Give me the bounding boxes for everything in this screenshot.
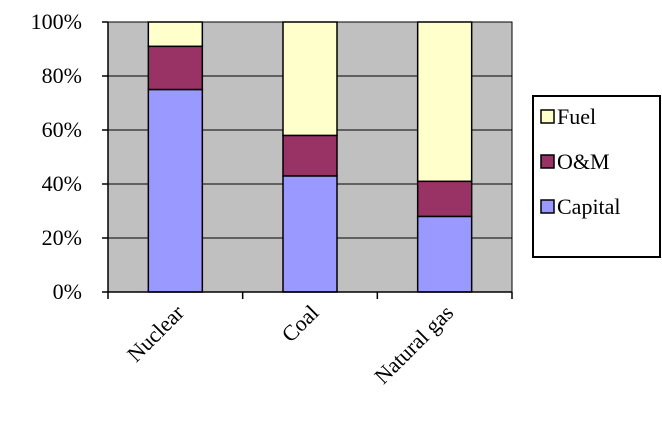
- legend-label-fuel: Fuel: [557, 104, 596, 129]
- legend: Fuel O&M Capital: [532, 95, 661, 258]
- x-tick-label: Nuclear: [122, 299, 189, 366]
- y-tick-label: 100%: [31, 9, 82, 34]
- bar-segment-o-m-coal: [282, 134, 338, 177]
- x-tick-labels: Nuclear Coal Natural gas: [122, 299, 458, 388]
- bar-segment-fuel-nuclear: [147, 21, 204, 48]
- legend-swatch-fuel: [540, 109, 555, 124]
- axes: [102, 21, 513, 299]
- legend-label-capital: Capital: [557, 194, 621, 219]
- y-tick-label: 60%: [42, 117, 82, 142]
- x-tick-label: Natural gas: [369, 300, 458, 389]
- y-tick-labels: 0% 20% 40% 60% 80% 100%: [31, 9, 82, 304]
- x-tick-label: Coal: [276, 300, 323, 347]
- legend-swatch-capital: [540, 199, 555, 214]
- y-tick-label: 40%: [42, 171, 82, 196]
- y-tick-label: 80%: [42, 63, 82, 88]
- bar-segment-fuel-coal: [282, 21, 338, 137]
- y-tick-label: 0%: [53, 279, 82, 304]
- bar-segment-capital-coal: [282, 175, 338, 293]
- legend-label-o-m: O&M: [557, 149, 610, 174]
- bar-segment-o-m-natural-gas: [416, 180, 473, 218]
- bar-segment-capital-natural-gas: [416, 215, 473, 293]
- y-tick-label: 20%: [42, 225, 82, 250]
- legend-swatch-o-m: [540, 154, 555, 169]
- bar-segment-fuel-natural-gas: [416, 21, 473, 183]
- bar-segment-o-m-nuclear: [147, 45, 204, 91]
- bar-segment-capital-nuclear: [147, 88, 204, 293]
- bars: [147, 21, 473, 293]
